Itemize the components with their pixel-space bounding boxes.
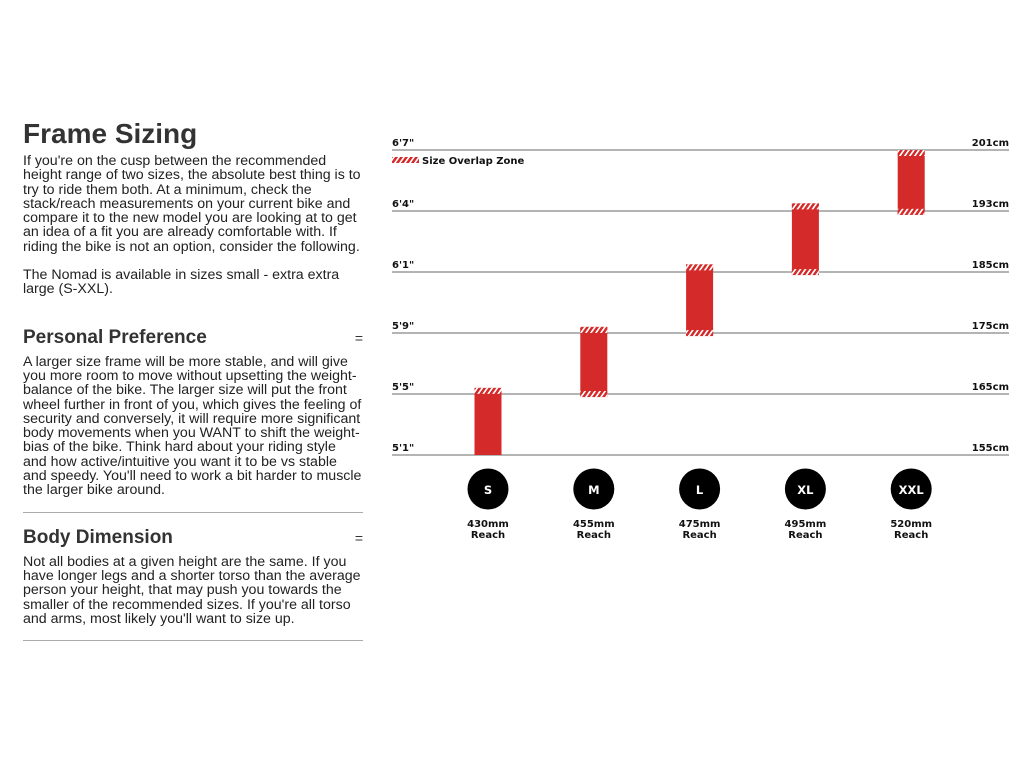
overlap-zone — [791, 269, 819, 276]
y-tick-cm: 193cm — [972, 199, 1009, 210]
overlap-zone — [897, 150, 925, 156]
size-label: S — [484, 483, 492, 497]
overlap-zone — [474, 387, 502, 394]
overlap-zone — [580, 326, 608, 333]
reach-value: 520mm — [890, 519, 932, 530]
legend-hatch-icon — [392, 157, 419, 163]
reach-label: Reach — [577, 530, 611, 541]
intro-sizes-text: The Nomad is available in sizes small - … — [23, 267, 340, 298]
y-tick-cm: 165cm — [972, 382, 1009, 393]
section-body: A larger size frame will be more stable,… — [23, 353, 362, 499]
size-badge — [890, 468, 932, 510]
text-column: Frame Sizing If you're on the cusp betwe… — [23, 117, 363, 642]
overlap-zone — [897, 208, 925, 215]
reach-label: Reach — [894, 530, 928, 541]
y-tick-ft: 5'5" — [392, 382, 414, 393]
reach-value: 430mm — [467, 519, 509, 530]
y-tick-ft: 6'1" — [392, 260, 414, 271]
size-bar-m — [580, 326, 608, 398]
toggle-icon[interactable]: = — [354, 329, 363, 346]
overlap-zone — [580, 391, 608, 398]
reach-value: 455mm — [573, 519, 615, 530]
section-body-dimension[interactable]: Body Dimension = Not all bodies at a give… — [23, 513, 363, 642]
size-badge — [573, 468, 615, 510]
reach-value: 475mm — [679, 519, 721, 530]
overlap-zone — [686, 264, 714, 271]
legend-label: Size Overlap Zone — [422, 156, 525, 167]
reach-label: Reach — [682, 530, 716, 541]
y-tick-ft: 6'4" — [392, 199, 414, 210]
size-label: L — [696, 483, 704, 497]
size-bar-l — [686, 264, 714, 337]
reach-label: Reach — [471, 530, 505, 541]
y-tick-cm: 175cm — [972, 321, 1009, 332]
size-badge — [784, 468, 826, 510]
size-badge — [679, 468, 721, 510]
reach-value: 495mm — [785, 519, 827, 530]
size-label: XXL — [899, 483, 925, 497]
y-tick-ft: 5'9" — [392, 321, 414, 332]
intro-text: If you're on the cusp between the recomm… — [23, 153, 361, 255]
section-title: Personal Preference — [23, 326, 207, 348]
y-tick-cm: 185cm — [972, 260, 1009, 271]
section-personal-preference[interactable]: Personal Preference = A larger size frame… — [23, 313, 363, 513]
size-badge — [467, 468, 509, 510]
overlap-zone — [686, 330, 714, 337]
y-tick-ft: 6'7" — [392, 138, 414, 149]
section-title: Body Dimension — [23, 526, 173, 548]
y-tick-cm: 155cm — [972, 443, 1009, 454]
size-bar-s — [474, 387, 502, 455]
reach-label: Reach — [788, 530, 822, 541]
size-label: M — [588, 483, 599, 497]
section-body: Not all bodies at a given height are the… — [23, 553, 361, 627]
size-bar-xl — [791, 203, 819, 276]
size-label: XL — [797, 483, 814, 497]
y-tick-ft: 5'1" — [392, 443, 414, 454]
y-tick-cm: 201cm — [972, 138, 1009, 149]
overlap-zone — [791, 203, 819, 210]
size-bar-xxl — [897, 150, 925, 215]
page-title: Frame Sizing — [23, 118, 198, 149]
toggle-icon[interactable]: = — [354, 529, 363, 546]
